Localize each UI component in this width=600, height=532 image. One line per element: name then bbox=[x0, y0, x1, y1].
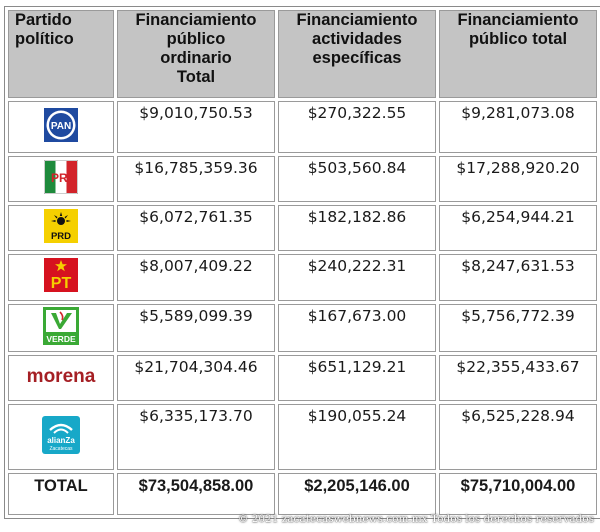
table-row-morena: morena $21,704,304.46 $651,129.21 $22,35… bbox=[8, 355, 597, 401]
header-line: Financiamiento bbox=[135, 11, 257, 29]
header-line: Financiamiento bbox=[457, 11, 579, 29]
party-logo-cell: PAN bbox=[8, 101, 114, 153]
svg-text:PAN: PAN bbox=[51, 121, 71, 132]
svg-text:Zacatecas: Zacatecas bbox=[49, 446, 73, 452]
svg-text:alianZa: alianZa bbox=[47, 436, 75, 445]
svg-text:PRI: PRI bbox=[51, 171, 71, 185]
table-row-pt: PT $8,007,409.22 $240,222.31 $8,247,631.… bbox=[8, 254, 597, 301]
header-line: político bbox=[15, 30, 74, 48]
header-line: Financiamiento bbox=[296, 11, 418, 29]
cell-total: $5,756,772.39 bbox=[439, 304, 597, 352]
financing-table: Partido político Financiamiento público … bbox=[4, 6, 600, 519]
svg-text:PT: PT bbox=[51, 275, 72, 292]
total-ordinario: $73,504,858.00 bbox=[117, 473, 275, 515]
party-logo-cell: VERDE bbox=[8, 304, 114, 352]
svg-text:PRD: PRD bbox=[51, 231, 71, 242]
cell-ordinario: $21,704,304.46 bbox=[117, 355, 275, 401]
party-logo-cell: PRI bbox=[8, 156, 114, 202]
verde-logo-icon: VERDE bbox=[43, 306, 79, 345]
cell-total: $6,254,944.21 bbox=[439, 205, 597, 251]
table-row-alianza-zacatecas: alianZa Zacatecas $6,335,173.70 $190,055… bbox=[8, 404, 597, 470]
alianza-zacatecas-logo-icon: alianZa Zacatecas bbox=[42, 415, 80, 454]
table-header-row: Partido político Financiamiento público … bbox=[8, 10, 597, 98]
svg-text:VERDE: VERDE bbox=[46, 334, 76, 344]
table-row-total: TOTAL $73,504,858.00 $2,205,146.00 $75,7… bbox=[8, 473, 597, 515]
table-row-prd: PRD $6,072,761.35 $182,182.86 $6,254,944… bbox=[8, 205, 597, 251]
prd-logo-icon: PRD bbox=[44, 208, 78, 243]
cell-total: $17,288,920.20 bbox=[439, 156, 597, 202]
copyright-watermark: © 2021 zacatecaswebnews.com.mx Todos los… bbox=[237, 513, 594, 525]
header-line: Partido bbox=[15, 11, 72, 29]
header-line: Total bbox=[176, 68, 216, 86]
cell-especificas: $190,055.24 bbox=[278, 404, 436, 470]
pt-logo-icon: PT bbox=[44, 258, 78, 292]
party-logo-cell: PT bbox=[8, 254, 114, 301]
header-line: actividades bbox=[312, 30, 402, 48]
svg-text:morena: morena bbox=[27, 366, 96, 387]
table-row-verde: VERDE $5,589,099.39 $167,673.00 $5,756,7… bbox=[8, 304, 597, 352]
cell-ordinario: $6,072,761.35 bbox=[117, 205, 275, 251]
party-logo-cell: PRD bbox=[8, 205, 114, 251]
cell-especificas: $651,129.21 bbox=[278, 355, 436, 401]
financing-table-container: Partido político Financiamiento público … bbox=[4, 6, 600, 519]
cell-especificas: $182,182.86 bbox=[278, 205, 436, 251]
header-line: público total bbox=[468, 30, 568, 48]
cell-total: $8,247,631.53 bbox=[439, 254, 597, 301]
header-line: público bbox=[166, 30, 226, 48]
cell-total: $9,281,073.08 bbox=[439, 101, 597, 153]
header-line: ordinario bbox=[160, 49, 232, 67]
header-line: específicas bbox=[312, 49, 402, 67]
header-financiamiento-ordinario: Financiamiento público ordinario Total bbox=[117, 10, 275, 98]
cell-ordinario: $6,335,173.70 bbox=[117, 404, 275, 470]
table-row-pan: PAN $9,010,750.53 $270,322.55 $9,281,073… bbox=[8, 101, 597, 153]
cell-especificas: $167,673.00 bbox=[278, 304, 436, 352]
total-total: $75,710,004.00 bbox=[439, 473, 597, 515]
cell-especificas: $503,560.84 bbox=[278, 156, 436, 202]
total-label: TOTAL bbox=[8, 473, 114, 515]
header-partido-politico: Partido político bbox=[8, 10, 114, 98]
pan-logo-icon: PAN bbox=[44, 107, 78, 142]
cell-ordinario: $16,785,359.36 bbox=[117, 156, 275, 202]
cell-ordinario: $8,007,409.22 bbox=[117, 254, 275, 301]
party-logo-cell: morena bbox=[8, 355, 114, 401]
cell-total: $22,355,433.67 bbox=[439, 355, 597, 401]
pri-logo-icon: PRI bbox=[43, 159, 79, 194]
cell-total: $6,525,228.94 bbox=[439, 404, 597, 470]
total-especificas: $2,205,146.00 bbox=[278, 473, 436, 515]
cell-ordinario: $9,010,750.53 bbox=[117, 101, 275, 153]
table-row-pri: PRI $16,785,359.36 $503,560.84 $17,288,9… bbox=[8, 156, 597, 202]
header-financiamiento-especificas: Financiamiento actividades específicas bbox=[278, 10, 436, 98]
cell-ordinario: $5,589,099.39 bbox=[117, 304, 275, 352]
cell-especificas: $240,222.31 bbox=[278, 254, 436, 301]
party-logo-cell: alianZa Zacatecas bbox=[8, 404, 114, 470]
header-financiamiento-total: Financiamiento público total bbox=[439, 10, 597, 98]
cell-especificas: $270,322.55 bbox=[278, 101, 436, 153]
morena-logo-icon: morena bbox=[27, 366, 96, 387]
